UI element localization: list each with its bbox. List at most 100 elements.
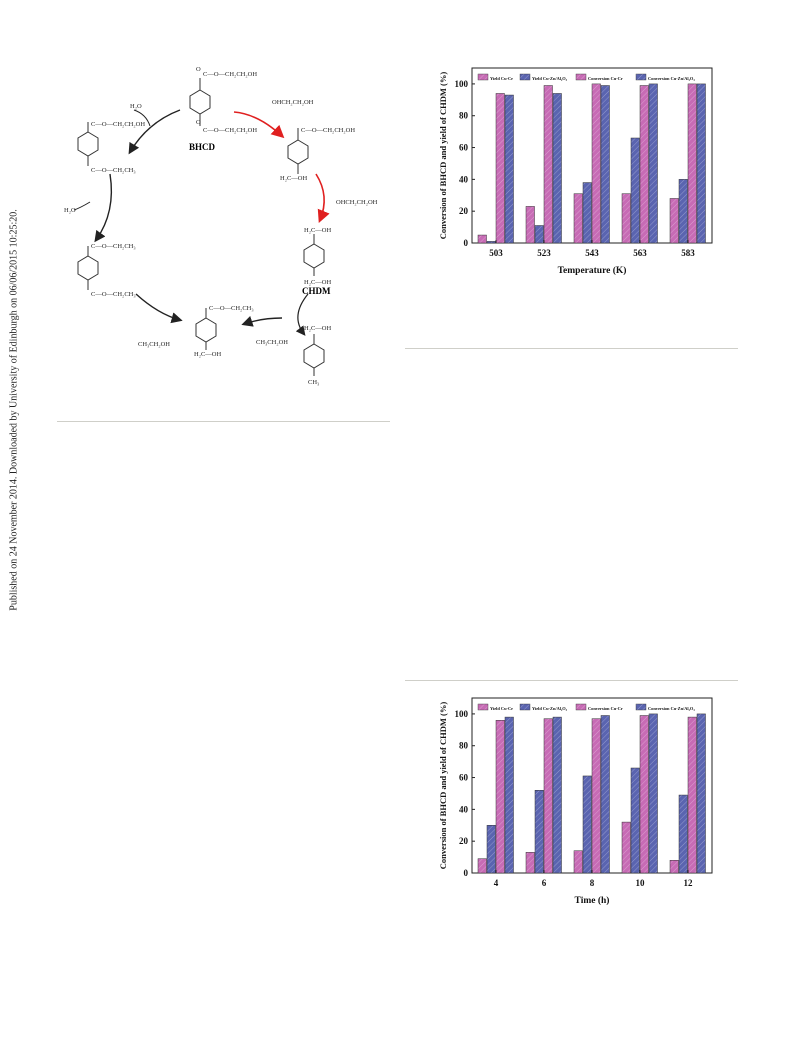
left-top-ester-b: C—O—CH₂CH₃ [91, 167, 136, 174]
right-top-ester-b: H₂C—OH [280, 175, 307, 182]
bar [495, 720, 505, 874]
methyl-group-b: CH₃ [308, 379, 319, 386]
bar [591, 718, 601, 874]
bar [669, 860, 679, 874]
ring-left-top [77, 131, 99, 157]
y-tick-label: 20 [459, 836, 469, 846]
x-axis-label: Time (h) [575, 895, 610, 905]
legend-swatch [635, 73, 647, 81]
x-tick-label: 503 [489, 248, 503, 258]
bar [630, 137, 640, 244]
legend-entry: Yield Cu-Cr [490, 706, 513, 711]
legend-entry: Conversion Cu-Cr [588, 76, 623, 81]
bar [504, 716, 514, 874]
bhcd-o-bottom: O [196, 119, 201, 126]
bar [639, 715, 649, 874]
bar [696, 713, 706, 874]
y-tick-label: 100 [455, 79, 469, 89]
eg-out-label-2: OHCH₂CH₂OH [336, 199, 378, 206]
bar [495, 93, 505, 244]
bar [543, 718, 553, 874]
legend-entry: Conversion Cu-Cr [588, 706, 623, 711]
bar [486, 241, 496, 244]
arrow-step3-bottom [135, 293, 183, 324]
legend-entry: Conversion Cu-Zn/Al₂O₃ [648, 706, 695, 711]
publication-note: Published on 24 November 2014. Downloade… [8, 209, 20, 611]
chdm-label: CHDM [302, 286, 331, 296]
arrow-step1-left [128, 109, 181, 155]
time-bar-chart: 0 20 40 60 80 100 Yield Cu-Cr Yield Cu-Zn/Al₂O₃… [438, 697, 713, 905]
bar [621, 821, 631, 874]
y-tick-label: 60 [459, 143, 469, 153]
y-tick-label: 0 [464, 238, 469, 248]
y-tick-label: 80 [459, 111, 469, 121]
bar [582, 182, 592, 244]
y-axis-label: Conversion of BHCD and yield of CHDM (%) [438, 72, 448, 240]
bar [600, 715, 610, 874]
legend: Yield Cu-Cr Yield Cu-Zn/Al₂O₃ Conversion C… [477, 73, 695, 81]
h2o-label-2: H₂O [64, 207, 76, 214]
reaction-scheme: C—O—CH₂CH₂OH C—O—CH₂CH₂OH O O H₂O H₂O OH… [64, 66, 378, 386]
arrow-methyl [295, 293, 309, 336]
bar [696, 83, 706, 244]
bar [648, 713, 658, 874]
bar [552, 93, 562, 244]
caption-rule-right-2 [405, 680, 738, 681]
x-tick-label: 523 [537, 248, 551, 258]
arrow-red-1 [233, 111, 285, 139]
bar [486, 825, 496, 874]
bar [525, 206, 535, 244]
bar [630, 767, 640, 874]
x-tick-label: 10 [636, 878, 646, 888]
x-tick-label: 12 [684, 878, 694, 888]
bar [477, 858, 487, 874]
y-tick-label: 40 [459, 804, 469, 814]
arrow-step2-left [94, 173, 113, 243]
bar [534, 225, 544, 244]
y-tick-label: 40 [459, 174, 469, 184]
bar [687, 83, 697, 244]
caption-rule-right-1 [405, 348, 738, 349]
legend-swatch [635, 703, 647, 711]
y-tick-label: 100 [455, 709, 469, 719]
bhcd-bottom-ester: C—O—CH₂CH₂OH [203, 127, 257, 134]
ring-right-top [287, 139, 309, 165]
y-axis-label: Conversion of BHCD and yield of CHDM (%) [438, 702, 448, 870]
bhcd-o-top: O [196, 66, 201, 73]
chdm-group-a: H₂C—OH [304, 227, 331, 234]
legend-swatch [575, 73, 587, 81]
x-tick-label: 8 [590, 878, 595, 888]
h2o-label-1: H₂O [130, 103, 142, 110]
publication-sidebar: Published on 24 November 2014. Downloade… [6, 180, 22, 640]
bar [678, 794, 688, 874]
bar [582, 775, 592, 874]
methyl-group-a: H₂C—OH [304, 325, 331, 332]
legend-entry: Conversion Cu-Zn/Al₂O₃ [648, 76, 695, 81]
x-tick-label: 6 [542, 878, 547, 888]
eg-out-label-1: OHCH₂CH₂OH [272, 99, 314, 106]
bar [639, 85, 649, 244]
ring-bottom [195, 317, 217, 343]
arrow-red-2 [315, 173, 330, 223]
right-top-ester-a: C—O—CH₂CH₂OH [301, 127, 355, 134]
x-tick-label: 563 [633, 248, 647, 258]
bhcd-ring [189, 89, 211, 115]
bar [621, 193, 631, 244]
y-tick-label: 60 [459, 773, 469, 783]
legend-swatch [519, 703, 531, 711]
left-mid-ester-b: C—O—CH₂CH₃ [91, 291, 136, 298]
y-tick-label: 80 [459, 741, 469, 751]
x-tick-label: 4 [494, 878, 499, 888]
x-tick-label: 543 [585, 248, 599, 258]
arrow-water-1 [133, 109, 151, 127]
bar [591, 83, 601, 244]
legend-entry: Yield Cu-Zn/Al₂O₃ [532, 706, 568, 711]
legend-entry: Yield Cu-Zn/Al₂O₃ [532, 76, 568, 81]
bar [600, 85, 610, 244]
bar [573, 850, 583, 874]
x-tick-label: 583 [681, 248, 695, 258]
bhcd-label: BHCD [189, 142, 216, 152]
arrow-water-2 [73, 201, 91, 211]
bar [669, 198, 679, 244]
bar [687, 716, 697, 874]
